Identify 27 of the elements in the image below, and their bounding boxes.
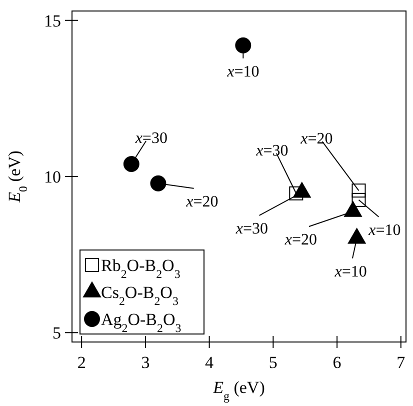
annotation: x=10 — [334, 263, 367, 280]
annotation: x=30 — [255, 142, 288, 160]
legend-label: Rb$_{2}$O-B$_{2}$O$_{3}$ — [101, 256, 180, 281]
point — [123, 156, 140, 172]
annotation: x=20 — [185, 193, 218, 210]
x-tick-label: 3 — [141, 353, 150, 372]
annotation: x=10 — [226, 63, 260, 80]
annotation: x=20 — [284, 231, 318, 248]
annotation: x=30 — [234, 220, 268, 238]
point — [352, 192, 366, 207]
legend-label: Ag$_{2}$O-B$_{2}$O$_{3}$ — [101, 310, 182, 335]
x-axis-title: E$_{g}$ (eV) — [212, 378, 265, 403]
point — [235, 37, 252, 54]
y-tick-label: 5 — [52, 324, 61, 343]
annotation: x=10 — [368, 222, 401, 239]
annotation: x=20 — [300, 130, 333, 148]
x-tick-label: 6 — [332, 353, 342, 372]
annotation: x=30 — [134, 130, 168, 148]
point — [150, 175, 166, 192]
point — [352, 184, 366, 198]
y-tick-label: 10 — [44, 168, 61, 186]
legend-label: Cs$_{2}$O-B$_{2}$O$_{3}$ — [101, 283, 178, 308]
y-tick-label: 15 — [44, 11, 61, 30]
x-tick-label: 7 — [396, 353, 406, 372]
x-tick-label: 2 — [77, 353, 86, 372]
x-tick-label: 4 — [205, 353, 214, 372]
x-tick-label: 5 — [268, 353, 278, 372]
